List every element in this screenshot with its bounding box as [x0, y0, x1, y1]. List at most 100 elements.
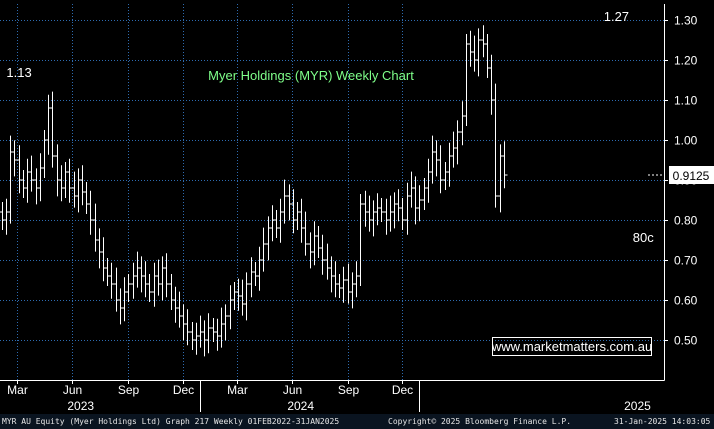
- price-bar: [168, 274, 175, 310]
- x-tick-label: Mar: [7, 383, 28, 397]
- price-bar: [108, 262, 115, 299]
- y-tick-label: 0.50: [674, 334, 698, 348]
- y-tick-label: 0.80: [674, 214, 698, 228]
- price-annotation: 1.13: [6, 65, 31, 80]
- y-tick-label: 1.10: [674, 94, 698, 108]
- watermark-text: www.marketmatters.com.au: [491, 339, 652, 354]
- price-bar: [383, 198, 390, 235]
- y-tick-label: 1.00: [674, 134, 698, 148]
- price-bar: [286, 184, 293, 221]
- price-bar: [319, 234, 326, 275]
- price-bar: [260, 227, 267, 272]
- price-bar: [265, 216, 272, 261]
- x-tick-label: Mar: [227, 383, 248, 397]
- price-bar: [172, 286, 179, 323]
- x-tick-label: Dec: [173, 383, 194, 397]
- price-bar: [142, 261, 149, 298]
- price-bar: [480, 25, 487, 58]
- price-bar: [155, 259, 162, 296]
- price-bar: [442, 162, 449, 190]
- price-bar: [138, 256, 145, 293]
- price-bar: [96, 228, 103, 269]
- price-bar: [104, 258, 111, 286]
- price-bar: [231, 282, 238, 310]
- price-bar: [134, 251, 141, 288]
- price-bar: [324, 243, 331, 280]
- price-bar: [0, 202, 6, 230]
- gridlines: [0, 4, 664, 380]
- price-bar: [125, 274, 132, 302]
- price-bar: [273, 210, 280, 238]
- price-bar: [328, 256, 335, 293]
- price-bar: [307, 232, 314, 269]
- price-bar: [336, 274, 343, 298]
- price-bar: [311, 221, 318, 266]
- price-bar: [492, 83, 499, 208]
- x-tick-label: Dec: [392, 383, 413, 397]
- price-bar: [412, 176, 419, 225]
- chart-labels: 1.301.201.101.000.900.800.700.600.50MarJ…: [6, 9, 714, 413]
- x-tick-label: Jun: [63, 383, 82, 397]
- price-bar: [404, 182, 411, 235]
- price-bar: [87, 190, 94, 235]
- y-tick-label: 0.70: [674, 254, 698, 268]
- price-bar: [83, 182, 90, 214]
- x-tick-label: Sep: [118, 383, 140, 397]
- price-bar: [11, 140, 18, 177]
- price-bar: [357, 194, 364, 286]
- price-bar: [58, 165, 65, 202]
- price-bar: [366, 195, 373, 232]
- price-bar: [100, 237, 107, 282]
- price-bar: [269, 205, 276, 242]
- last-price-box: [669, 166, 714, 184]
- price-bar: [454, 120, 461, 165]
- price-bar: [281, 179, 288, 224]
- x-tick-label: Sep: [338, 383, 360, 397]
- price-bar: [193, 322, 200, 355]
- price-bar: [227, 285, 234, 330]
- price-bar: [408, 171, 415, 208]
- price-bar: [235, 278, 242, 311]
- price-bar: [75, 168, 82, 213]
- y-tick-label: 1.20: [674, 54, 698, 68]
- price-bar: [113, 267, 120, 312]
- price-bar: [475, 28, 482, 77]
- price-bar: [378, 198, 385, 222]
- watermark-box: [492, 337, 652, 356]
- price-bar: [256, 246, 263, 291]
- price-bar: [302, 211, 309, 256]
- price-bar: [92, 203, 99, 252]
- price-bar: [421, 178, 428, 210]
- price-bar: [146, 274, 153, 302]
- price-bar: [243, 272, 250, 321]
- price-bar: [121, 277, 128, 322]
- x-tick-label: Jun: [283, 383, 302, 397]
- price-bar: [433, 140, 440, 177]
- price-bar: [201, 320, 208, 357]
- price-bar: [471, 35, 478, 72]
- price-annotation: 80c: [633, 230, 654, 245]
- price-bar: [37, 153, 44, 202]
- price-bar: [33, 168, 40, 205]
- price-bar: [210, 318, 217, 342]
- price-bar: [66, 158, 73, 203]
- price-bar: [248, 257, 255, 298]
- year-label: 2025: [624, 399, 651, 413]
- price-bar: [41, 130, 48, 178]
- price-bar: [497, 144, 504, 213]
- price-bar: [387, 195, 394, 232]
- price-bar: [3, 198, 10, 235]
- price-bar: [416, 185, 423, 222]
- price-bar: [252, 262, 259, 286]
- price-bar: [450, 131, 457, 168]
- year-label: 2023: [67, 399, 94, 413]
- price-bar: [437, 145, 444, 194]
- price-bar: [488, 54, 495, 115]
- price-bar: [130, 262, 137, 299]
- footer-timestamp: 31-Jan-2025 14:03:05: [614, 417, 711, 426]
- price-bar: [189, 322, 196, 350]
- price-bar: [429, 135, 436, 184]
- price-bar: [395, 189, 402, 222]
- price-bar: [294, 202, 301, 230]
